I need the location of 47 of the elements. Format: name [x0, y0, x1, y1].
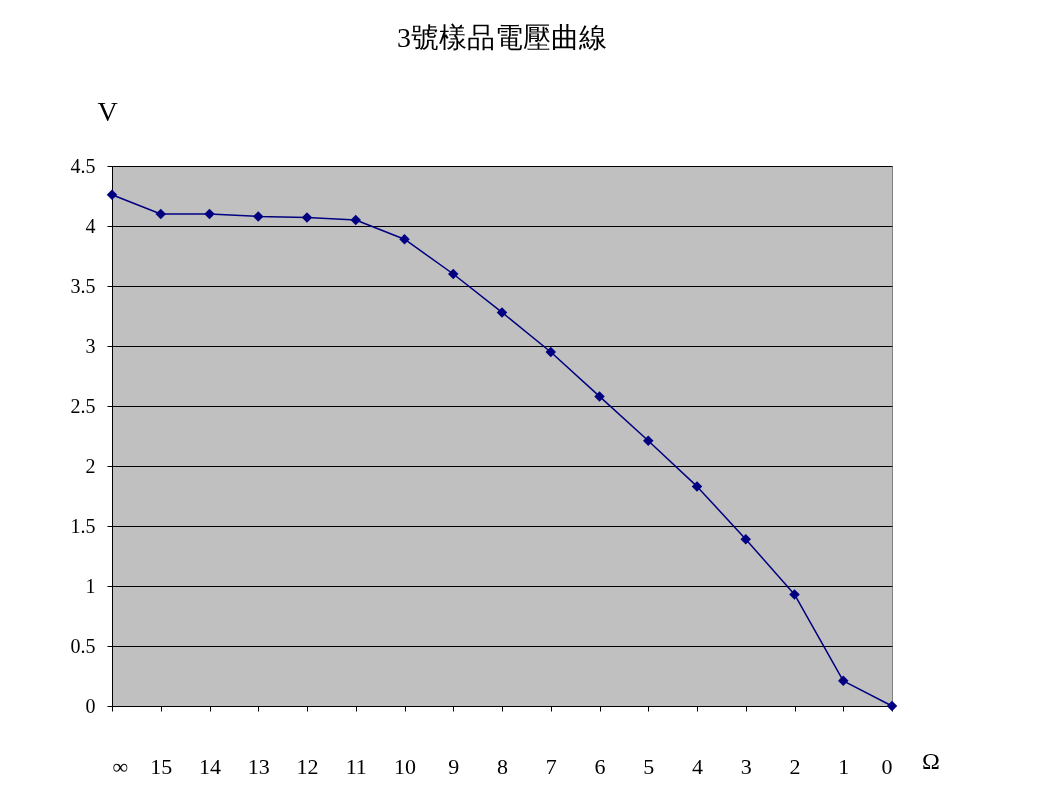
point [496, 307, 508, 318]
chart-title: 3號樣品電壓曲線 [397, 22, 607, 53]
point [789, 589, 800, 600]
x-tick-label: 4 [692, 753, 703, 779]
x-tick-label: 9 [448, 753, 460, 779]
x-tick-label: 1 [838, 753, 850, 779]
point [253, 211, 264, 222]
point [691, 481, 703, 492]
x-tick-label: 12 [296, 753, 319, 779]
x-axis-title: Ω [922, 748, 940, 774]
y-tick-label: 2 [85, 454, 96, 477]
point [448, 268, 459, 280]
x-tick-label: 6 [594, 753, 606, 779]
x-tick-label: 7 [545, 753, 557, 779]
y-tick-label: 2.5 [70, 394, 96, 417]
x-tick-label: 15 [150, 753, 173, 779]
y-tick-label: 1.5 [70, 514, 96, 537]
y-tick-label: 4 [85, 214, 96, 237]
x-tick-label: ∞ [112, 753, 129, 779]
y-tick-label: 3.5 [70, 274, 96, 297]
point [155, 208, 166, 220]
y-tick-label: 4.5 [70, 154, 96, 177]
point [350, 214, 361, 226]
point [545, 346, 556, 358]
point [106, 189, 118, 201]
point [301, 212, 313, 223]
y-axis-title: V [97, 95, 118, 127]
x-tick-label: 8 [497, 753, 508, 779]
x-tick-label: 13 [247, 753, 270, 779]
y-tick-label: 1 [85, 574, 96, 597]
point [204, 208, 215, 220]
y-tick-label: 0 [85, 694, 96, 717]
x-tick-label: 14 [199, 753, 221, 779]
y-tick-label: 3 [85, 334, 96, 357]
x-tick-label: 3 [740, 753, 752, 779]
point [399, 233, 410, 245]
x-tick-label: 5 [643, 753, 655, 779]
point [740, 533, 751, 545]
x-tick-label: 10 [394, 753, 416, 779]
point [643, 435, 654, 447]
x-tick-label: 0 [881, 753, 893, 779]
x-tick-label: 11 [345, 753, 367, 779]
x-tick-label: 2 [789, 753, 801, 779]
point [594, 391, 605, 402]
y-tick-label: 0.5 [70, 634, 96, 657]
point [886, 700, 898, 712]
point [838, 675, 849, 687]
